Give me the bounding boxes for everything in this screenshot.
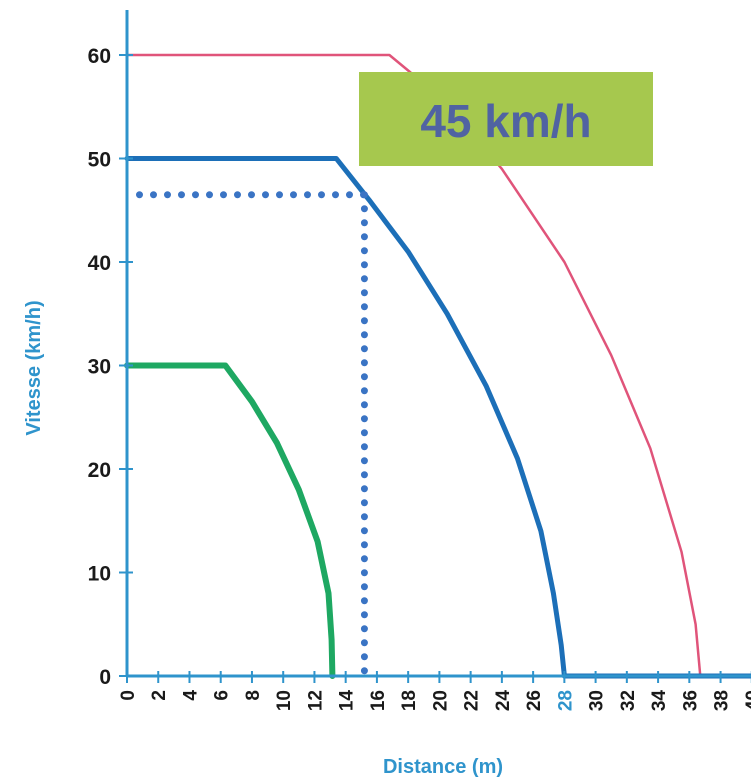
x-tick-label: 28: [555, 690, 576, 711]
y-tick-label: 0: [99, 666, 111, 689]
x-tick-label: 10: [274, 690, 295, 711]
y-tick-label: 30: [88, 356, 111, 379]
x-tick-label: 22: [462, 690, 483, 711]
callout-background: [359, 72, 653, 166]
x-tick-label: 6: [212, 690, 233, 701]
series-line-3: [124, 362, 336, 679]
y-tick-label: 20: [88, 459, 111, 482]
y-tick-label: 40: [88, 252, 111, 275]
y-tick-label: 10: [88, 563, 111, 586]
x-tick-label: 38: [712, 690, 733, 711]
speed-callout: 45 km/h: [359, 72, 653, 166]
x-tick-label: 16: [368, 690, 389, 711]
series-line-2: [124, 156, 751, 679]
x-tick-label: 40: [743, 690, 751, 711]
x-axis-title: Distance (m): [383, 756, 503, 778]
x-tick-label: 0: [118, 690, 139, 701]
x-tick-label: 32: [618, 690, 639, 711]
x-ticks-layer: 0 2 4 6 8 10 12 14 16 18 20 22 24 26 28 30 32 34 36 38 40: [118, 671, 751, 711]
x-tick-label: 20: [430, 690, 451, 711]
x-tick-label: 2: [149, 690, 170, 701]
x-tick-label: 12: [305, 690, 326, 711]
x-tick-label: 14: [337, 690, 358, 712]
x-tick-label: 24: [493, 690, 514, 712]
y-tick-label: 60: [88, 45, 111, 68]
x-tick-label: 18: [399, 690, 420, 711]
x-tick-label: 8: [243, 690, 264, 701]
x-tick-label: 30: [587, 690, 608, 711]
x-tick-label: 4: [180, 690, 201, 701]
y-axis-title: Vitesse (km/h): [23, 300, 45, 435]
reference-lines-layer: [135, 191, 368, 680]
x-tick-label: 36: [680, 690, 701, 711]
y-tick-label: 50: [88, 149, 111, 172]
x-tick-label: 34: [649, 690, 670, 712]
x-tick-label: 26: [524, 690, 545, 711]
y-ticks-layer: 0 10 20 30 40 50 60: [88, 45, 133, 689]
callout-label: 45 km/h: [420, 95, 591, 147]
